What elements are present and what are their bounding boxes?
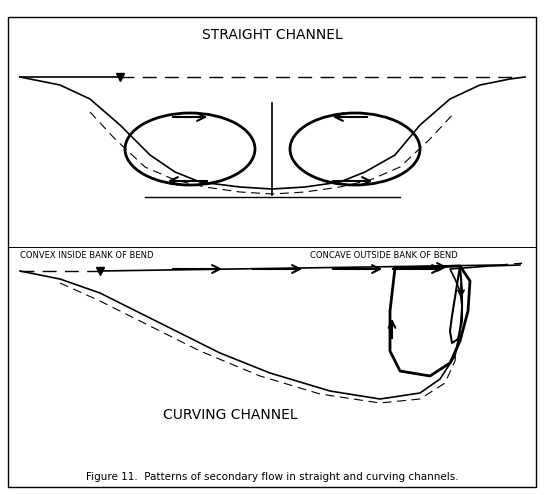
Text: CONVEX INSIDE BANK OF BEND: CONVEX INSIDE BANK OF BEND [20,250,153,259]
Text: STRAIGHT CHANNEL: STRAIGHT CHANNEL [202,28,342,42]
Text: Figure 11.  Patterns of secondary flow in straight and curving channels.: Figure 11. Patterns of secondary flow in… [86,472,458,482]
Text: CURVING CHANNEL: CURVING CHANNEL [163,408,298,422]
Text: CONCAVE OUTSIDE BANK OF BEND: CONCAVE OUTSIDE BANK OF BEND [310,250,458,259]
